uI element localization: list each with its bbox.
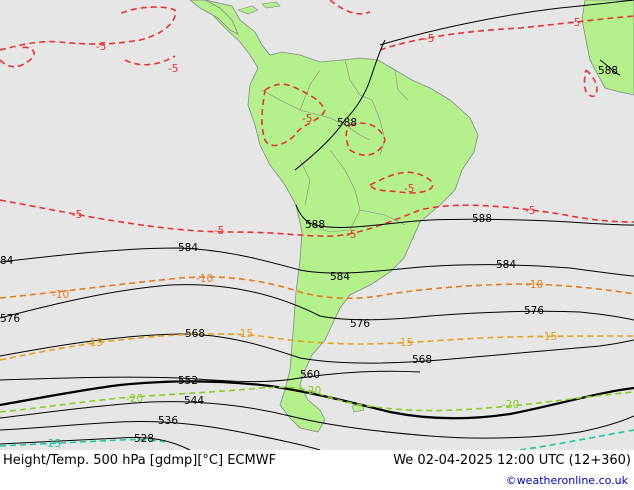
label-minus15: -15 xyxy=(396,337,413,349)
label-588: 588 xyxy=(337,117,357,129)
label-588: 588 xyxy=(598,65,618,77)
label-560: 560 xyxy=(300,369,320,381)
label-568: 568 xyxy=(412,354,432,366)
south-america-land xyxy=(204,0,479,433)
label-minus5: -5 xyxy=(96,41,106,53)
label-584: 584 xyxy=(178,242,198,254)
label-minus5: -5 xyxy=(525,205,535,217)
label-536: 536 xyxy=(158,415,178,427)
central-america-land xyxy=(189,0,239,35)
label-minus15: -15 xyxy=(540,331,557,343)
label-552: 552 xyxy=(178,375,198,387)
label-584: 84 xyxy=(0,255,14,267)
isotherm-minus15 xyxy=(0,333,634,361)
isotherm-minus20 xyxy=(0,386,634,413)
label-minus10: -10 xyxy=(526,279,543,291)
forecast-datetime: We 02-04-2025 12:00 UTC (12+360) xyxy=(393,453,631,468)
map-footer: Height/Temp. 500 hPa [gdmp][°C] ECMWF We… xyxy=(0,450,634,490)
label-minus5: -5 xyxy=(214,225,224,237)
label-528: 528 xyxy=(134,433,154,445)
label-584: 584 xyxy=(496,259,516,271)
isotherm-minus5 xyxy=(0,0,634,238)
label-minus15: -15 xyxy=(86,337,103,349)
caribbean-islands xyxy=(237,1,281,15)
label-minus20: -20 xyxy=(502,399,519,411)
country-borders xyxy=(261,59,409,233)
map-title: Height/Temp. 500 hPa [gdmp][°C] ECMWF xyxy=(3,453,277,468)
isotherm-minus10 xyxy=(0,276,634,300)
label-minus5: -5 xyxy=(570,17,580,29)
label-minus5: -5 xyxy=(72,209,82,221)
label-minus10: -10 xyxy=(196,273,213,285)
label-584: 584 xyxy=(330,271,350,283)
height-contours xyxy=(0,0,634,451)
isotherm-minus25 xyxy=(0,429,634,451)
label-minus25: -25 xyxy=(44,438,61,450)
label-minus15: -15 xyxy=(236,328,253,340)
label-544: 544 xyxy=(184,395,204,407)
africa-land xyxy=(581,0,634,96)
label-minus20: -20 xyxy=(126,393,143,405)
label-576: 576 xyxy=(350,318,370,330)
temperature-labels: -5 -5 -5 -5 -5 -5 -5 -5 -5 -5 -10 -10 -1… xyxy=(44,17,580,450)
credit-link[interactable]: ©weatheronline.co.uk xyxy=(505,474,628,487)
label-588: 588 xyxy=(305,219,325,231)
label-minus20: -20 xyxy=(304,385,321,397)
label-576: 576 xyxy=(524,305,544,317)
label-576: 576 xyxy=(0,313,20,325)
label-588: 588 xyxy=(472,213,492,225)
label-568: 568 xyxy=(185,328,205,340)
height-labels: 588 588 588 588 584 584 584 84 576 576 5… xyxy=(0,65,618,445)
label-minus5: -5 xyxy=(346,229,356,241)
label-minus5: -5 xyxy=(302,113,312,125)
label-minus5: -5 xyxy=(404,183,414,195)
label-minus5: -5 xyxy=(168,63,178,75)
label-minus10: -10 xyxy=(52,289,69,301)
label-minus5: -5 xyxy=(424,33,434,45)
